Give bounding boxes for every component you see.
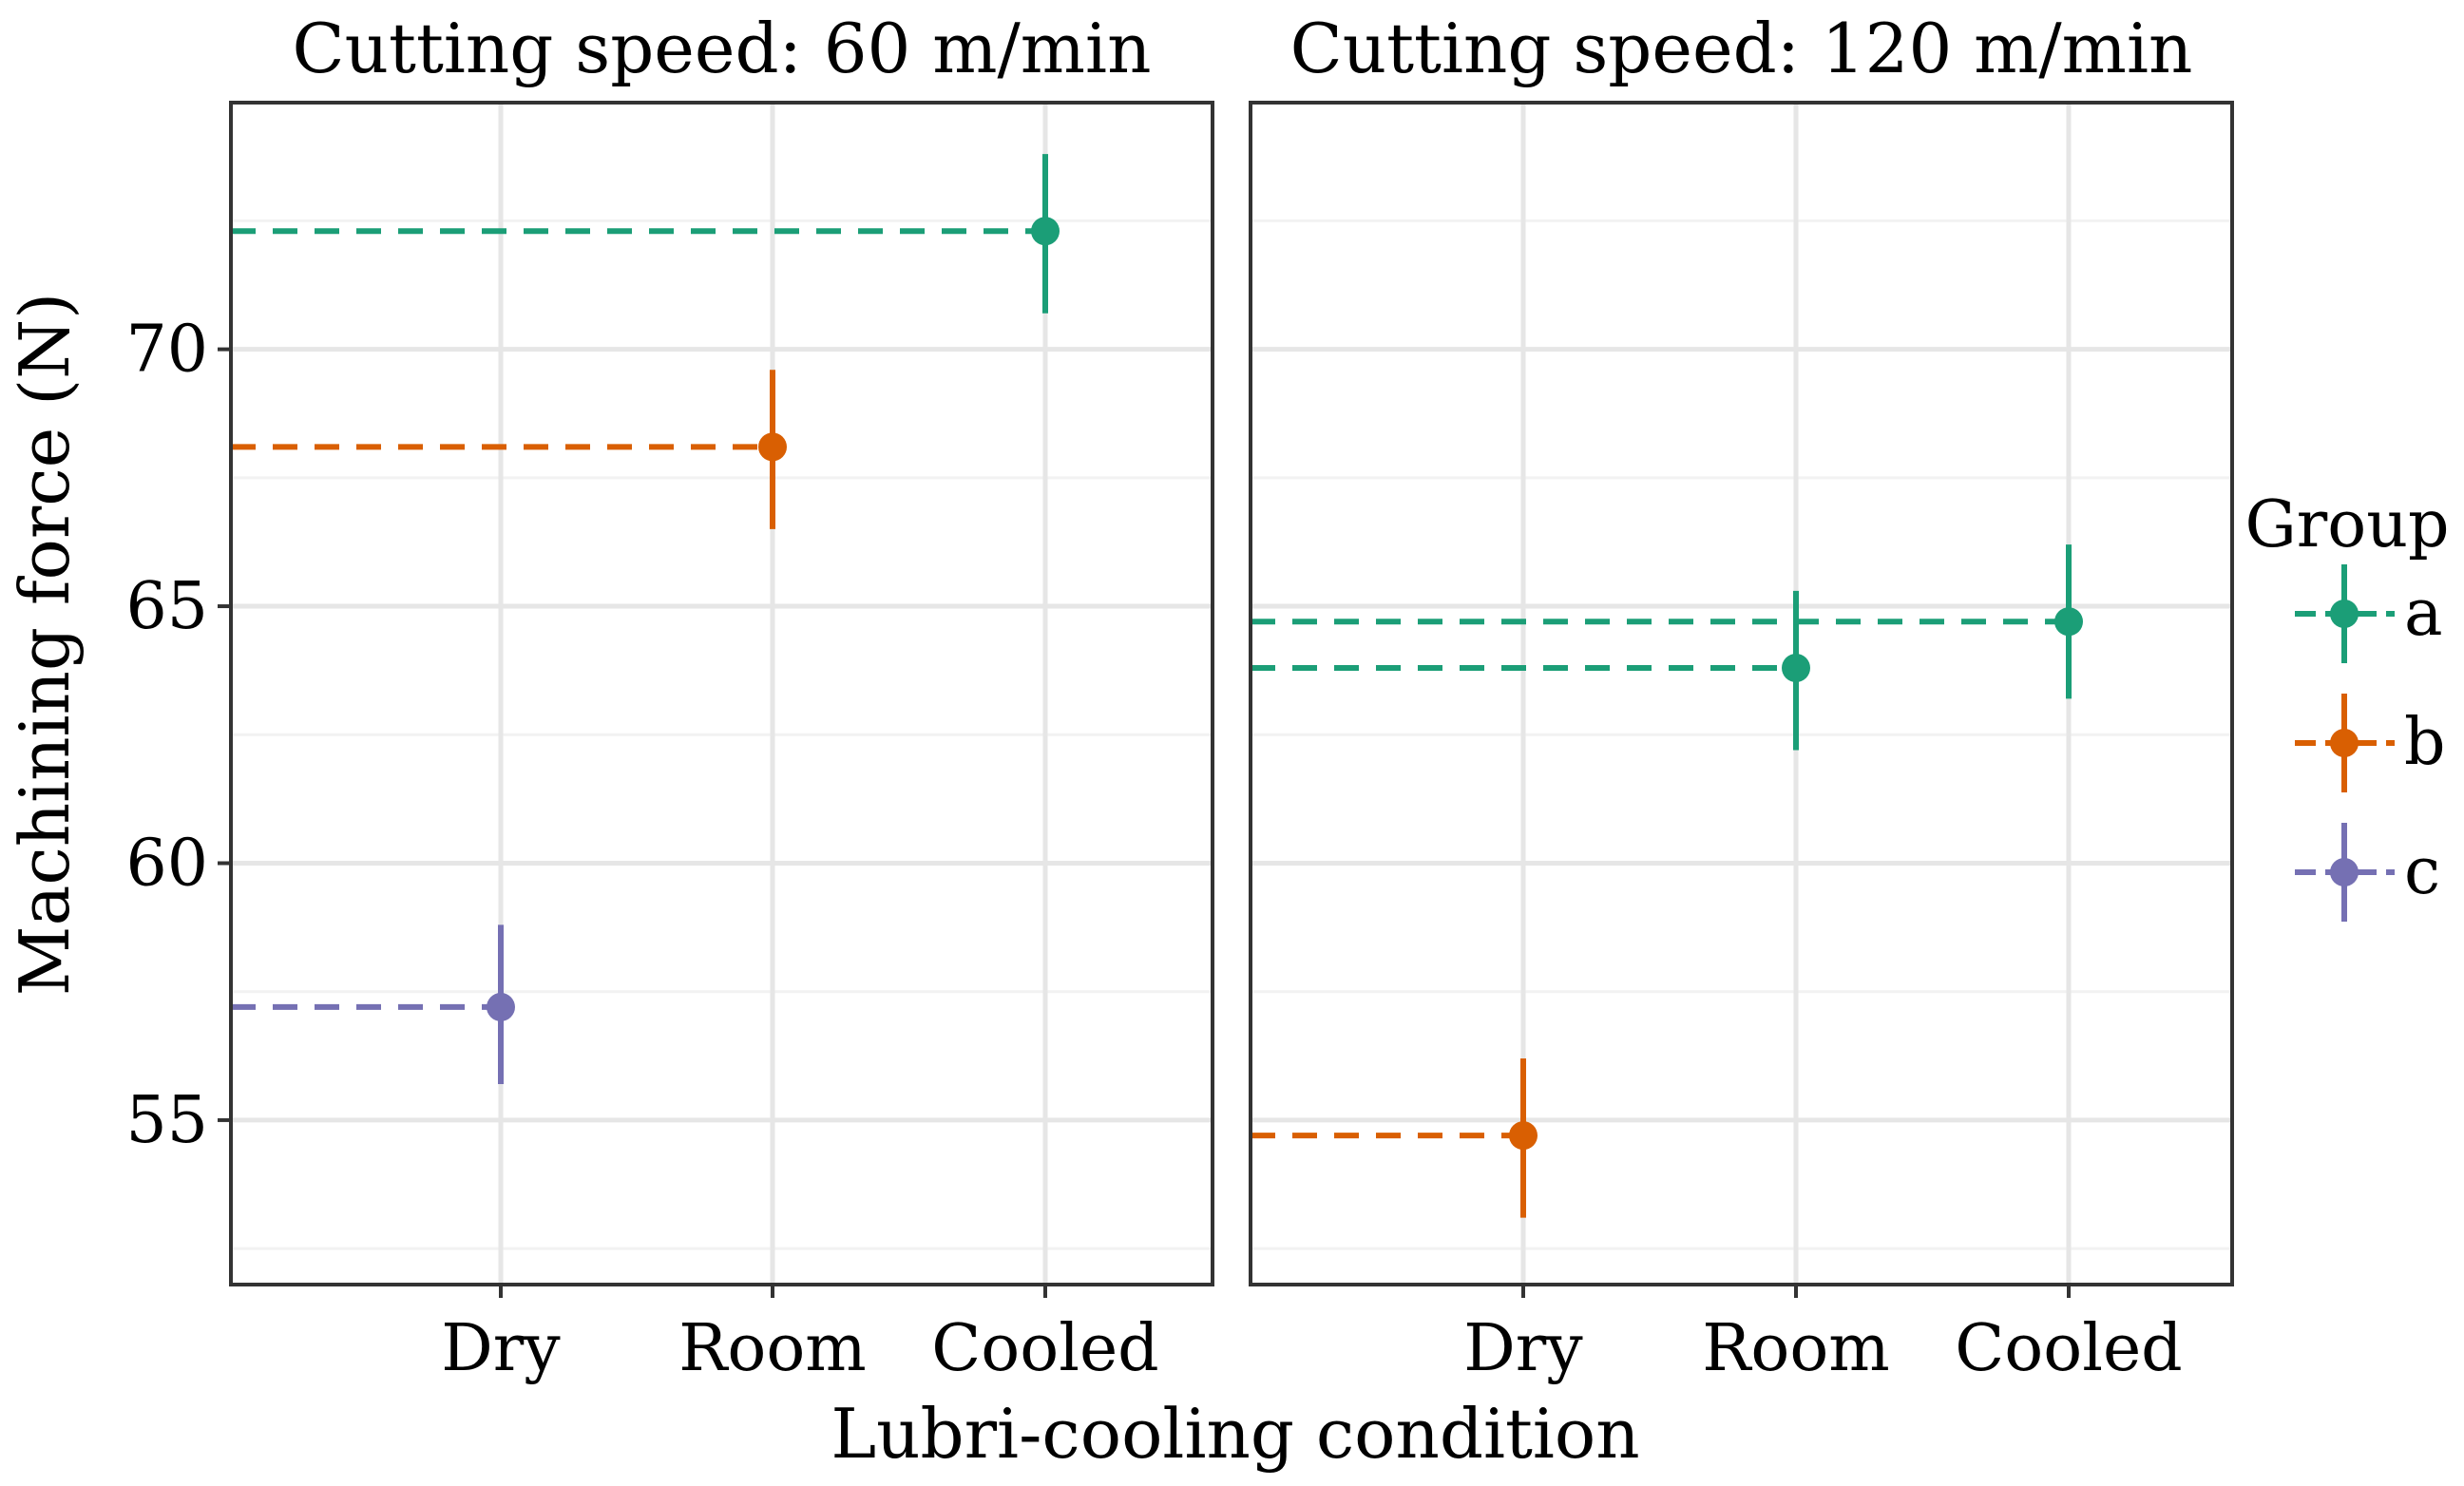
legend-label: c — [2404, 834, 2440, 909]
data-point-group — [231, 370, 787, 529]
panel-title: Cutting speed: 120 m/min — [1290, 9, 2193, 88]
legend-label: b — [2404, 705, 2446, 780]
legend-title: Group — [2244, 487, 2449, 562]
x-tick-label: Room — [1702, 1311, 1890, 1386]
y-tick-label: 55 — [125, 1083, 208, 1158]
panel-title: Cutting speed: 60 m/min — [293, 9, 1152, 88]
panel-background — [231, 103, 1213, 1285]
data-point — [1031, 217, 1060, 246]
legend-key-point — [2330, 858, 2359, 886]
x-tick-label: Dry — [441, 1311, 561, 1386]
x-tick-label: Room — [678, 1311, 867, 1386]
legend-entry-b: b — [2295, 694, 2446, 792]
y-tick-label: 65 — [125, 569, 208, 644]
x-tick-label: Cooled — [1955, 1311, 2182, 1386]
x-axis-title: Lubri-cooling condition — [831, 1394, 1639, 1474]
y-axis-title: Machining force (N) — [5, 293, 85, 997]
panel-2: Cutting speed: 120 m/min — [1249, 9, 2234, 1286]
legend-key-point — [2330, 729, 2359, 757]
panel-background — [1251, 103, 2232, 1285]
data-point-group — [231, 924, 515, 1085]
data-point-group — [1251, 590, 1810, 751]
data-point-group — [231, 154, 1060, 314]
data-point-group — [1251, 544, 2083, 699]
x-tick-label: Cooled — [931, 1311, 1158, 1386]
legend-entry-a: a — [2295, 564, 2443, 663]
legend-key-point — [2330, 600, 2359, 628]
data-point — [758, 432, 787, 462]
y-tick-label: 70 — [125, 313, 208, 388]
legend-entry-c: c — [2295, 823, 2440, 922]
x-tick-label: Dry — [1463, 1311, 1583, 1386]
data-point — [1509, 1121, 1538, 1151]
panel-1: Cutting speed: 60 m/min — [229, 9, 1214, 1286]
panel-border — [229, 101, 1214, 1286]
data-point — [2054, 607, 2083, 637]
data-point — [487, 992, 515, 1021]
y-tick-label: 60 — [125, 826, 208, 901]
legend-label: a — [2404, 576, 2443, 651]
data-point — [1782, 653, 1810, 682]
data-point-group — [1251, 1058, 1538, 1218]
panel-border — [1249, 101, 2234, 1286]
